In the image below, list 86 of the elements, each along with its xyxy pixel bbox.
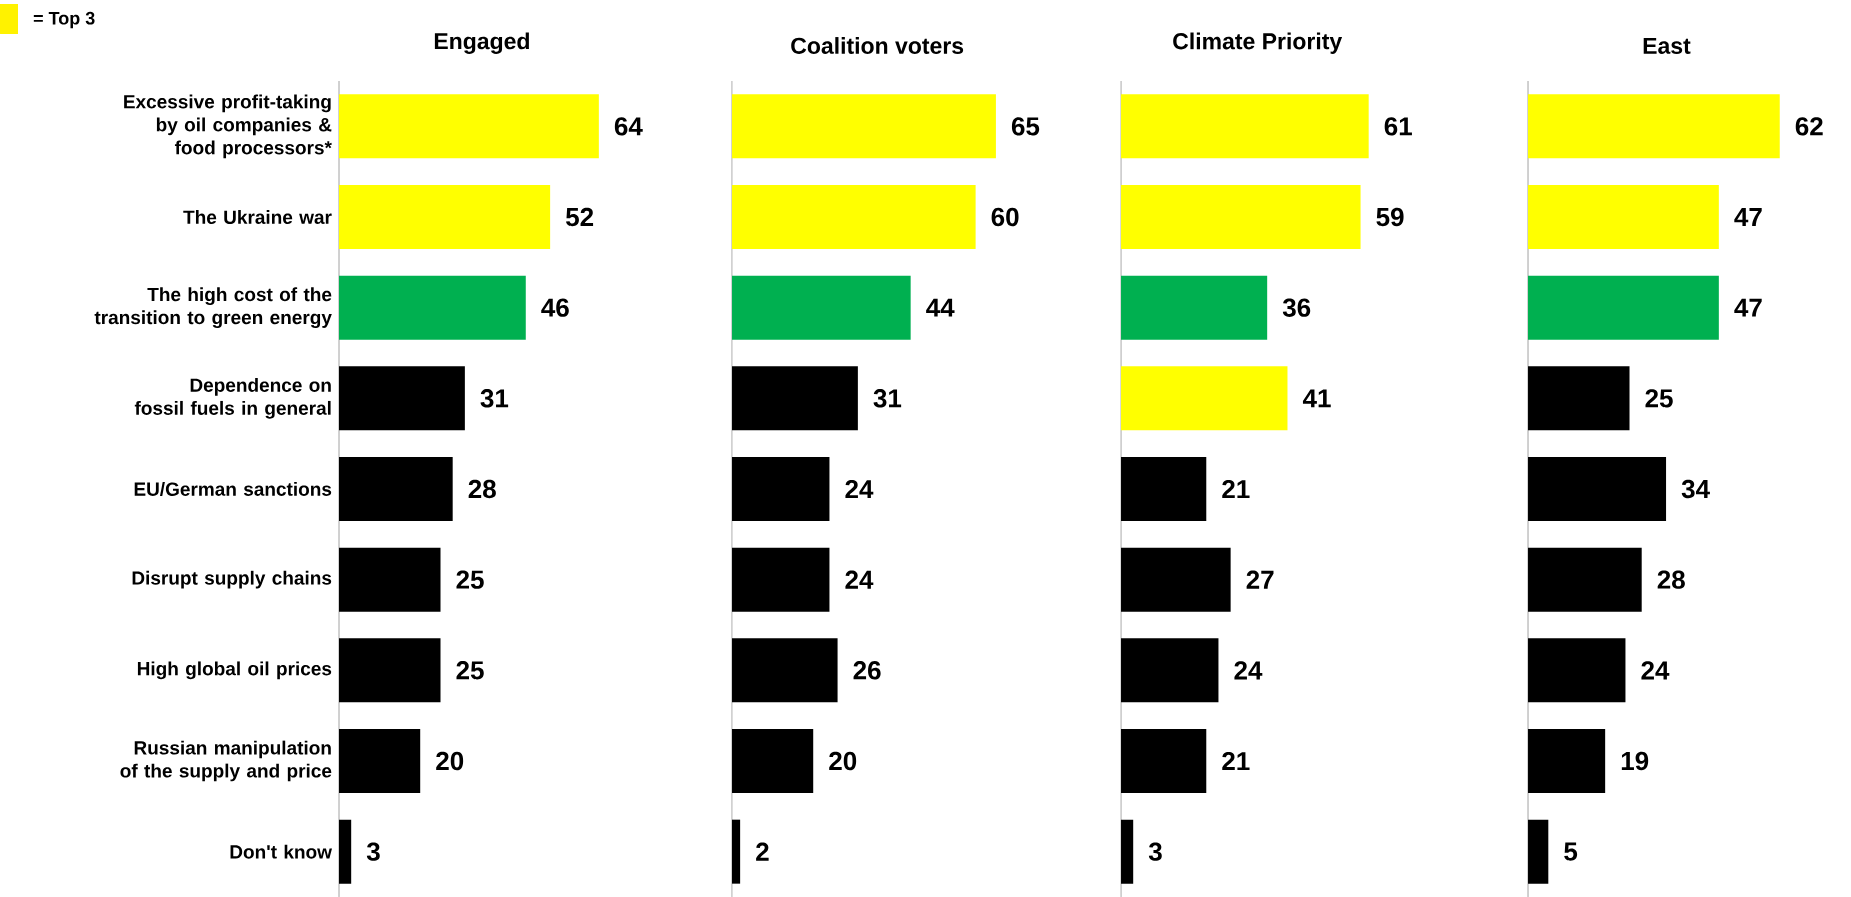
bar xyxy=(1121,185,1361,250)
y-tick-label: The high cost of the transition to green energy xyxy=(94,287,332,329)
bar xyxy=(339,729,421,793)
data-label: 5 xyxy=(1564,842,1578,861)
data-label: 20 xyxy=(829,751,857,771)
bar xyxy=(732,185,976,250)
data-label: 31 xyxy=(480,389,509,408)
data-label: 24 xyxy=(1641,661,1670,680)
bar xyxy=(732,547,830,612)
data-label: 65 xyxy=(1011,117,1040,136)
data-label: 64 xyxy=(614,117,643,136)
data-label: 31 xyxy=(873,389,902,408)
data-label: 2 xyxy=(756,842,769,861)
data-label: 27 xyxy=(1246,570,1274,589)
data-label: 46 xyxy=(541,298,569,317)
bar xyxy=(1528,275,1719,340)
bar xyxy=(339,819,352,884)
bar xyxy=(732,819,741,884)
data-label: 47 xyxy=(1734,208,1762,226)
data-label: 3 xyxy=(366,842,380,861)
data-label: 28 xyxy=(1657,570,1685,589)
bar xyxy=(1528,185,1719,250)
bar xyxy=(339,366,465,431)
bar xyxy=(339,185,551,250)
y-tick-label: The Ukraine war xyxy=(183,210,332,224)
bar xyxy=(732,94,996,159)
y-tick-label: Disrupt supply chains xyxy=(132,570,332,589)
bar xyxy=(339,547,441,612)
bar xyxy=(1528,819,1549,884)
bar xyxy=(339,94,599,159)
bar xyxy=(1528,638,1626,703)
bar xyxy=(732,366,858,431)
bar xyxy=(1528,729,1606,793)
data-label: 21 xyxy=(1222,479,1250,499)
data-label: 25 xyxy=(1645,389,1673,408)
bar xyxy=(1121,547,1231,612)
y-tick-label: Dependence on fossil fuels in general xyxy=(134,377,331,419)
text: = Top 3 xyxy=(33,11,95,29)
data-label: 24 xyxy=(1234,661,1263,680)
data-label: 44 xyxy=(926,298,955,317)
data-label: 34 xyxy=(1681,479,1710,499)
data-label: 25 xyxy=(456,570,484,589)
bar xyxy=(1121,729,1207,793)
data-label: 61 xyxy=(1384,117,1412,136)
bar xyxy=(339,275,526,340)
y-tick-label: Excessive profit-taking by oil companies & food processors* xyxy=(124,94,332,159)
bar xyxy=(339,638,441,703)
data-label: 25 xyxy=(456,661,484,680)
y-tick-label: EU/German sanctions xyxy=(134,481,332,497)
y-tick-label: Don't know xyxy=(230,844,332,859)
bar xyxy=(732,729,814,793)
data-label: 21 xyxy=(1222,751,1250,771)
bar xyxy=(1528,366,1630,431)
data-label: 19 xyxy=(1621,751,1649,771)
data-label: 20 xyxy=(436,751,464,771)
data-label: 28 xyxy=(468,479,496,499)
bar xyxy=(339,457,453,522)
bar xyxy=(1121,94,1369,159)
data-label: 26 xyxy=(853,661,881,680)
bar xyxy=(1121,457,1207,522)
data-label: 36 xyxy=(1282,298,1311,317)
data-label: 3 xyxy=(1148,842,1162,861)
data-label: 41 xyxy=(1302,389,1331,408)
bar xyxy=(732,638,838,703)
bar xyxy=(732,457,830,522)
y-tick-label: Russian manipulation of the supply and price xyxy=(120,740,332,782)
chart-title: East xyxy=(1643,37,1691,54)
bar xyxy=(1121,366,1288,431)
bar xyxy=(1528,547,1642,612)
bar xyxy=(1528,457,1667,522)
chart-title: Coalition voters xyxy=(791,37,964,54)
data-label: 52 xyxy=(566,207,594,227)
data-label: 24 xyxy=(845,479,874,499)
bar xyxy=(1121,275,1268,340)
data-label: 60 xyxy=(991,207,1019,227)
chart-title: Engaged xyxy=(434,32,529,54)
chart-title: Climate Priority xyxy=(1173,32,1343,54)
bar xyxy=(1121,819,1134,884)
bar xyxy=(1121,638,1219,703)
data-label: 62 xyxy=(1795,117,1823,136)
bar xyxy=(1528,94,1780,159)
y-tick-label: High global oil prices xyxy=(137,661,332,680)
data-label: 24 xyxy=(845,570,874,589)
bar xyxy=(732,275,911,340)
data-label: 47 xyxy=(1734,298,1762,317)
data-label: 59 xyxy=(1376,207,1404,227)
